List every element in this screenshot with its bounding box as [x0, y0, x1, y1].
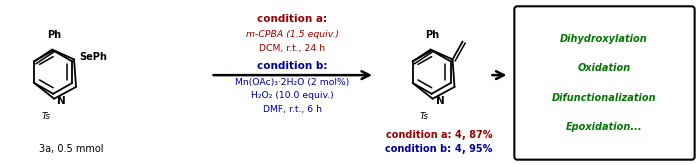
Text: Oxidation: Oxidation	[578, 63, 631, 73]
Text: DCM, r.t., 24 h: DCM, r.t., 24 h	[259, 44, 326, 53]
Text: m-CPBA (1.5 equiv.): m-CPBA (1.5 equiv.)	[246, 30, 339, 39]
Text: Ts: Ts	[41, 113, 50, 121]
Text: , 87%: , 87%	[461, 130, 492, 140]
Text: Ph: Ph	[47, 30, 61, 40]
Text: Epoxidation...: Epoxidation...	[566, 122, 643, 132]
Text: N: N	[57, 96, 66, 106]
Text: 3a, 0.5 mmol: 3a, 0.5 mmol	[39, 144, 104, 154]
Text: DMF, r.t., 6 h: DMF, r.t., 6 h	[262, 105, 322, 114]
Text: Mn(OAc)₃·2H₂O (2 mol%): Mn(OAc)₃·2H₂O (2 mol%)	[235, 78, 349, 86]
Text: Difunctionalization: Difunctionalization	[552, 93, 657, 103]
FancyBboxPatch shape	[514, 6, 694, 160]
Text: Ts: Ts	[420, 113, 429, 121]
Text: Ph: Ph	[426, 30, 440, 40]
Text: Dihydroxylation: Dihydroxylation	[560, 34, 648, 44]
Text: SePh: SePh	[79, 52, 107, 62]
Text: condition b:: condition b:	[257, 61, 328, 71]
Text: condition a:: condition a:	[386, 130, 454, 140]
Text: , 95%: , 95%	[461, 144, 492, 154]
Text: N: N	[435, 96, 444, 106]
Text: condition a:: condition a:	[257, 14, 328, 24]
Text: H₂O₂ (10.0 equiv.): H₂O₂ (10.0 equiv.)	[251, 91, 333, 100]
Text: 4: 4	[454, 130, 461, 140]
Text: condition b:: condition b:	[385, 144, 454, 154]
Text: 4: 4	[454, 144, 461, 154]
